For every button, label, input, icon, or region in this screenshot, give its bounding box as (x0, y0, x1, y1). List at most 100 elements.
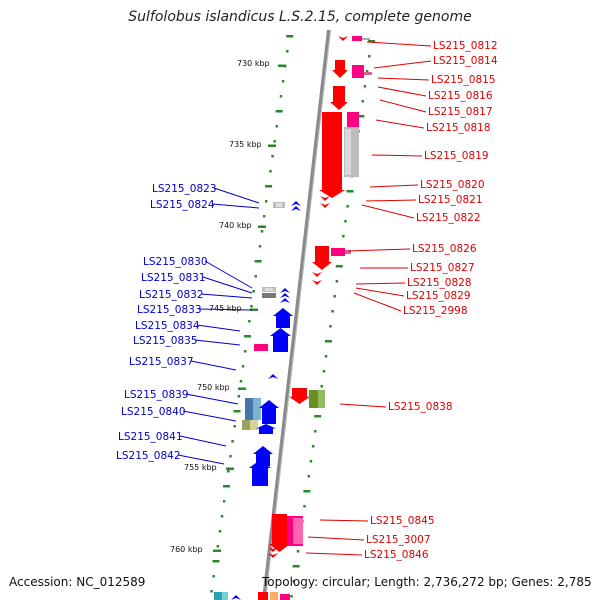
tick-mark (335, 265, 343, 268)
gene-block (347, 112, 359, 128)
gene-block (352, 65, 364, 78)
tick-mark (322, 370, 326, 373)
gene-label-leader (355, 287, 405, 297)
tick-mark (254, 275, 257, 278)
gene-label-leader (202, 276, 253, 294)
gene-arrow (320, 203, 330, 208)
kbp-major-tick (268, 144, 276, 147)
tick-mark (269, 170, 272, 173)
tick-mark (331, 310, 334, 313)
gene-label-forward: LS215_0845 (370, 515, 435, 527)
gene-arrow (256, 424, 276, 434)
tick-mark (273, 140, 276, 143)
gene-label-forward: LS215_0822 (416, 212, 481, 224)
tick-mark (233, 410, 241, 413)
gene-label-reverse: LS215_0839 (124, 389, 189, 401)
kbp-scale: 730 kbp 735 kbp 740 kbp 745 kbp 750 kbp 755 k… (170, 59, 286, 554)
gene-label-reverse: LS215_0830 (143, 256, 208, 268)
gene-arrow (268, 374, 278, 379)
gene-label-leader (377, 86, 427, 97)
tick-mark (248, 320, 251, 323)
gene-label-leader (379, 99, 427, 113)
gene-arrow (253, 446, 273, 466)
gene-label-leader (185, 393, 239, 405)
gene-arrow (280, 298, 290, 303)
gene-arrow (332, 60, 348, 78)
gene-arrow (330, 86, 348, 110)
gene-arrow (249, 460, 271, 486)
forward-gene-labels: LS215_0812 LS215_0814 LS215_0815 LS215_0816… (305, 40, 498, 561)
tick-mark (265, 185, 273, 188)
tick-mark (303, 505, 306, 508)
tick-mark (227, 470, 230, 473)
gene-label-leader (355, 282, 406, 285)
gene-label-forward: LS215_0828 (407, 277, 472, 289)
gene-label-forward: LS215_0819 (424, 150, 489, 162)
gene-label-reverse: LS215_0835 (133, 335, 198, 347)
tick-mark (344, 220, 347, 223)
gene-label-reverse: LS215_0824 (150, 199, 215, 211)
tick-mark (292, 565, 300, 568)
gene-block (270, 592, 278, 600)
gene-label-forward: LS215_0829 (406, 290, 471, 302)
gene-arrow (319, 112, 345, 198)
gene-label-leader (190, 360, 237, 371)
gene-label-forward: LS215_0821 (418, 194, 483, 206)
tick-mark (357, 115, 365, 118)
tick-mark (275, 110, 283, 113)
tick-mark (210, 590, 213, 593)
tick-mark (275, 125, 279, 128)
gene-block (250, 420, 258, 430)
tick-mark (346, 190, 354, 193)
gene-arrow (291, 206, 301, 211)
kbp-major-tick (250, 308, 258, 311)
gene-label-reverse: LS215_0837 (129, 356, 194, 368)
tick-mark (309, 460, 313, 463)
gene-label-leader (194, 339, 241, 346)
gene-features (214, 36, 372, 600)
gene-label-leader (353, 292, 402, 312)
gene-label-reverse: LS215_0842 (116, 450, 181, 462)
tick-mark (290, 595, 293, 598)
tick-mark (292, 580, 295, 583)
gene-arrow (280, 293, 290, 298)
tick-mark (233, 425, 236, 428)
tick-mark (324, 355, 328, 358)
genome-summary-text: Topology: circular; Length: 2,736,272 bp… (262, 575, 592, 589)
gene-label-forward: LS215_0846 (364, 549, 429, 561)
gene-block (258, 592, 268, 600)
gene-label-leader (369, 184, 419, 188)
tick-mark (252, 290, 255, 293)
gene-arrow (269, 514, 290, 552)
gene-label-leader (347, 248, 411, 252)
gene-label-forward: LS215_0814 (433, 55, 498, 67)
tick-mark (223, 485, 230, 488)
gene-label-reverse: LS215_0834 (135, 320, 200, 332)
gene-arrow (270, 328, 291, 352)
tick-mark (265, 200, 268, 203)
gene-label-reverse: LS215_0840 (121, 406, 186, 418)
tick-mark (365, 70, 369, 73)
tick-mark (296, 550, 300, 553)
gene-label-leader (365, 199, 417, 202)
gene-label-forward: LS215_0838 (388, 401, 453, 413)
tick-mark (220, 515, 224, 518)
tick-mark (244, 335, 252, 338)
gene-label-leader (307, 536, 365, 541)
kbp-major-tick (238, 387, 246, 390)
gene-label-leader (196, 324, 241, 332)
gene-label-reverse: LS215_0831 (141, 272, 206, 284)
gene-label-leader (377, 77, 430, 81)
gene-label-leader (200, 293, 253, 299)
gene-label-leader (319, 519, 369, 522)
kbp-label: 750 kbp (197, 383, 230, 392)
tick-mark (363, 85, 367, 88)
gene-label-leader (305, 552, 363, 556)
tick-mark (324, 340, 332, 343)
tick-mark (314, 415, 322, 418)
gene-block (364, 72, 372, 75)
tick-mark (333, 295, 336, 298)
tick-mark (262, 215, 266, 218)
tick-mark (346, 205, 349, 208)
